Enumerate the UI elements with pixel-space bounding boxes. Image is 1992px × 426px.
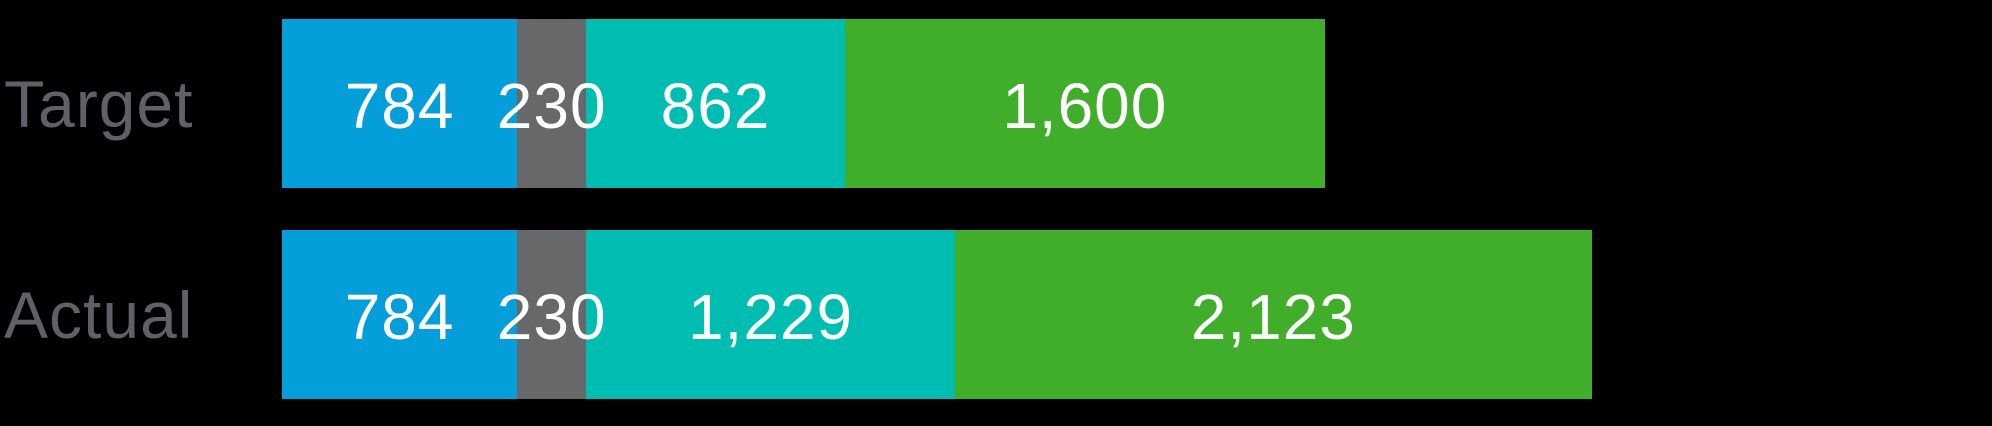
segment-value-label: 230 [496, 69, 607, 142]
category-label-target: Target [4, 66, 194, 141]
bar-segment-green: 1,600 [844, 19, 1325, 188]
bar-row-actual: Actual 784 230 1,229 2,123 [0, 230, 1592, 399]
segment-value-label: 862 [660, 69, 771, 142]
bar-segment-gray: 230 [497, 19, 606, 188]
bar-target: 784 230 862 1,600 [282, 19, 1325, 188]
bar-actual: 784 230 1,229 2,123 [282, 230, 1592, 399]
bar-segment-teal: 862 [586, 19, 845, 188]
segment-value-label: 1,229 [687, 280, 854, 353]
bar-segment-teal: 1,229 [586, 230, 955, 399]
bar-segment-gray: 230 [497, 230, 606, 399]
segment-value-label: 784 [344, 69, 455, 142]
category-label-actual: Actual [4, 277, 194, 352]
segment-value-label: 1,600 [1002, 69, 1168, 142]
bar-segment-green: 2,123 [954, 230, 1592, 399]
segment-value-label: 2,123 [1190, 280, 1356, 353]
bar-row-target: Target 784 230 862 1,600 [0, 19, 1325, 188]
segment-value-label: 784 [344, 280, 455, 353]
segment-value-label: 230 [496, 280, 607, 353]
bar-segment-blue: 784 [282, 230, 518, 399]
bar-segment-blue: 784 [282, 19, 518, 188]
